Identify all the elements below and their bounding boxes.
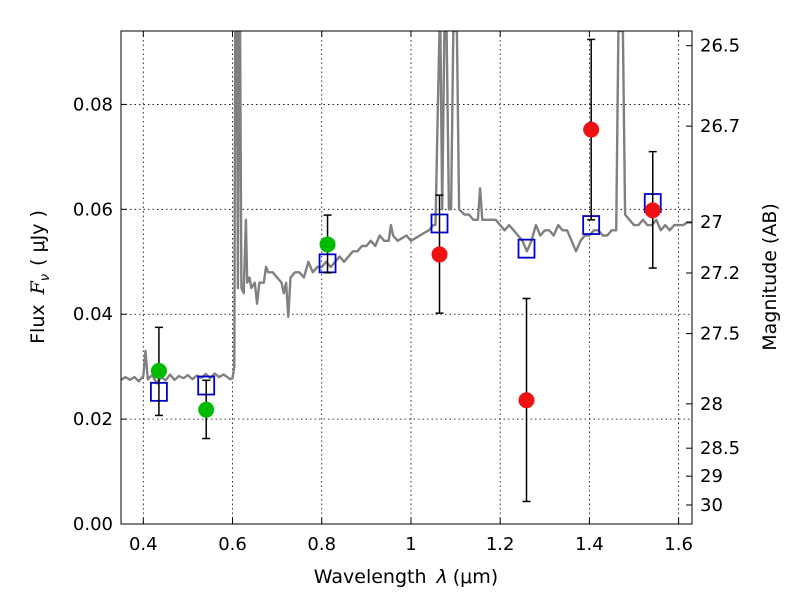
green-data-point <box>150 362 167 379</box>
red-data-point <box>431 246 448 263</box>
x-axis-label: Wavelength λ (μm) <box>314 566 498 588</box>
green-data-point <box>319 236 336 253</box>
tick-layer: 0.4 0.6 0.8 1 1.2 1.4 1.6 0.00 0.02 0.04 0.06 0.08 2… <box>73 31 740 555</box>
right-tick-label: 28 <box>700 394 723 415</box>
x-tick-label: 1.2 <box>486 534 515 555</box>
spectrum-line <box>121 31 692 385</box>
right-tick-label: 30 <box>700 495 723 516</box>
right-tick-label: 26.7 <box>700 116 740 137</box>
plot-frame <box>120 30 693 525</box>
y-tick-label: 0.00 <box>73 514 113 535</box>
spectrum-layer <box>121 31 692 385</box>
x-tick-label: 1.4 <box>575 534 604 555</box>
right-tick-label: 27.5 <box>700 324 740 345</box>
red-data-point <box>583 121 600 138</box>
y-tick-label: 0.06 <box>73 199 113 220</box>
x-tick-label: 0.6 <box>218 534 247 555</box>
x-tick-label: 1.6 <box>664 534 693 555</box>
red-data-point <box>518 392 535 409</box>
right-tick-label: 27.2 <box>700 263 740 284</box>
y-tick-label: 0.08 <box>73 94 113 115</box>
marker-layer <box>150 38 662 503</box>
red-data-point <box>644 202 661 219</box>
right-axis-label: Magnitude (AB) <box>759 203 781 351</box>
right-tick-label: 29 <box>700 466 723 487</box>
x-tick-label: 1 <box>405 534 416 555</box>
right-tick-label: 27 <box>700 212 723 233</box>
y-tick-label: 0.04 <box>73 304 113 325</box>
right-tick-label: 26.5 <box>700 36 740 57</box>
green-data-point <box>198 401 215 418</box>
x-tick-label: 0.4 <box>129 534 158 555</box>
y-tick-label: 0.02 <box>73 409 113 430</box>
right-tick-label: 28.5 <box>700 438 740 459</box>
y-axis-label: FluxFν( μJy ) <box>27 210 53 344</box>
x-tick-label: 0.8 <box>307 534 336 555</box>
model-square-marker <box>517 238 536 259</box>
grid <box>121 31 692 525</box>
